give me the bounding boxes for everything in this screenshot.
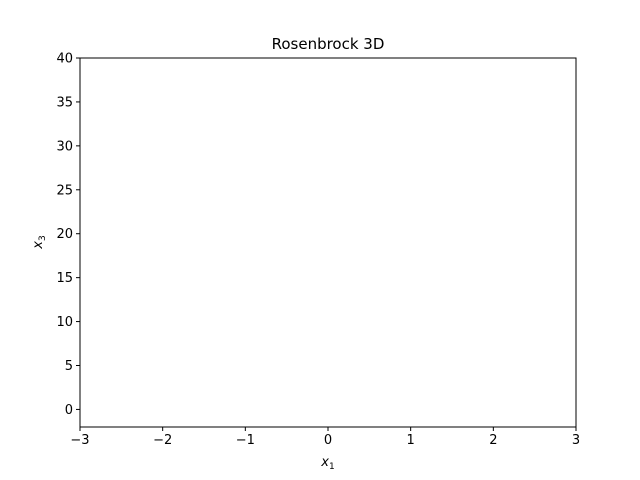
y-axis-label-subscript: 3: [38, 235, 48, 241]
chart-title: Rosenbrock 3D: [272, 35, 385, 53]
y-tick-label: 40: [56, 52, 73, 67]
y-tick-label: 0: [65, 403, 73, 418]
y-tick-label: 10: [56, 315, 73, 330]
x-tick-label: 3: [572, 433, 580, 448]
y-axis-label: x3: [31, 235, 48, 249]
y-tick-label: 20: [56, 227, 73, 242]
x-tick-label: 2: [489, 433, 497, 448]
x-tick-label: −2: [153, 433, 172, 448]
y-tick-label: 15: [56, 271, 73, 286]
y-tick-label: 5: [65, 359, 73, 374]
x-tick-label: 1: [407, 433, 415, 448]
y-tick-label: 25: [56, 183, 73, 198]
x-axis-label-base: x: [320, 455, 329, 470]
y-axis-label-base: x: [31, 241, 46, 250]
x-axis-label: x1: [320, 455, 334, 472]
x-tick-label: 0: [324, 433, 332, 448]
x-tick-label: −3: [70, 433, 89, 448]
x-axis: −3 −2 −1 0 1 2 3: [70, 427, 580, 448]
y-axis: 0 5 10 15 20 25 30 35 40: [56, 52, 80, 418]
x-tick-label: −1: [236, 433, 255, 448]
y-tick-label: 35: [56, 95, 73, 110]
x-axis-label-subscript: 1: [329, 462, 335, 472]
y-tick-label: 30: [56, 139, 73, 154]
